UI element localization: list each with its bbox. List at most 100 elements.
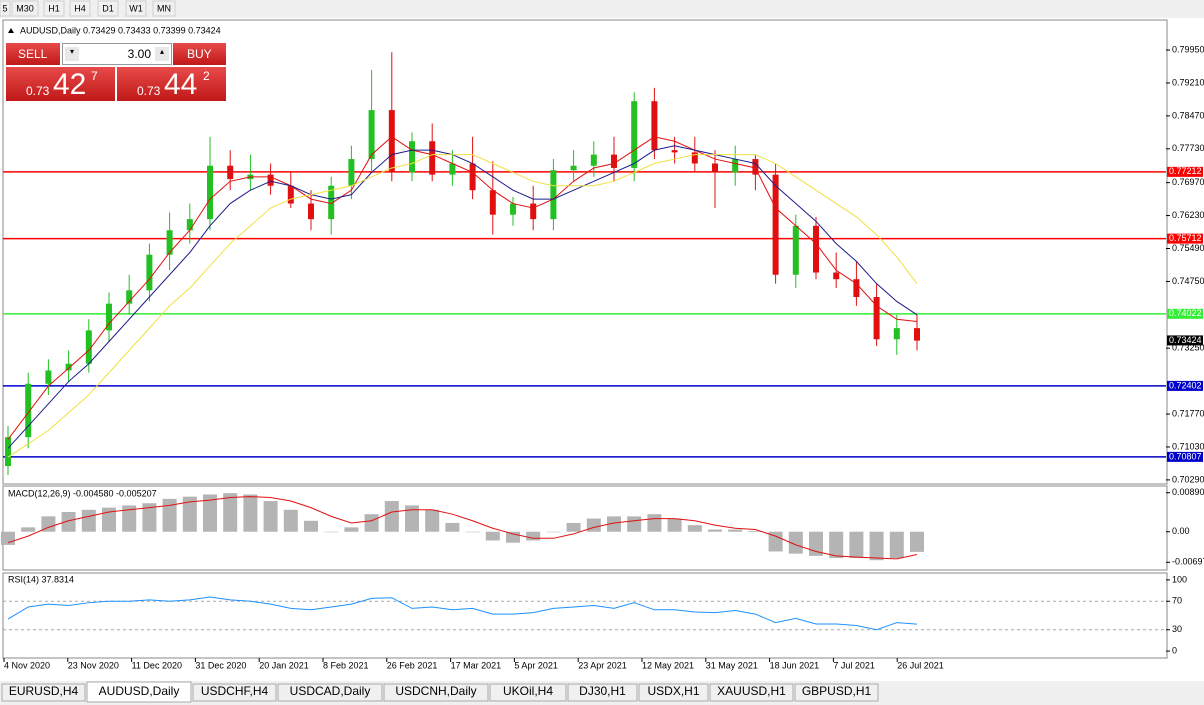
- candle-body: [570, 165, 577, 171]
- tab-label: USDCNH,Daily: [395, 684, 476, 698]
- buy-button[interactable]: BUY: [173, 43, 226, 65]
- macd-bar: [384, 501, 399, 532]
- y-tick-label: 30: [1172, 624, 1182, 634]
- x-tick-label: 11 Dec 2020: [132, 660, 182, 670]
- moving-average: [7, 145, 918, 449]
- y-tick-label: 0.70290: [1172, 474, 1204, 484]
- tab[interactable]: [489, 683, 567, 702]
- y-tick-label: 0.74750: [1172, 276, 1204, 286]
- x-tick-label: 31 Dec 2020: [195, 660, 246, 670]
- y-tick-label: 0.77730: [1172, 143, 1204, 153]
- y-tick-label: 0.71770: [1172, 408, 1204, 418]
- buy-price-pip: 2: [203, 69, 210, 83]
- candle-body: [429, 141, 436, 175]
- tab[interactable]: [1, 683, 86, 702]
- macd-bar: [122, 505, 137, 532]
- last-price-box: [1167, 335, 1203, 346]
- tab[interactable]: [86, 681, 192, 703]
- candle-body: [45, 370, 52, 384]
- tab[interactable]: [192, 683, 277, 702]
- macd-bar: [708, 529, 722, 532]
- macd-bar: [162, 498, 177, 532]
- timeframe-label: H4: [74, 3, 86, 13]
- candle-body: [893, 328, 900, 340]
- macd-bar: [768, 531, 783, 552]
- lot-up[interactable]: ▴: [155, 47, 169, 61]
- panel-title: AUDUSD,Daily 0.73429 0.73433 0.73399 0.7…: [20, 25, 221, 35]
- candle-body: [449, 163, 456, 175]
- candle-body: [388, 110, 395, 173]
- x-tick-label: 26 Feb 2021: [387, 660, 438, 670]
- candle-body: [671, 150, 678, 153]
- tab[interactable]: [383, 683, 489, 702]
- y-tick-label: 0.00890: [1172, 487, 1204, 497]
- price-label: 0.75712: [1169, 233, 1202, 243]
- moving-average: [7, 154, 918, 458]
- sell-price-pip: 7: [91, 69, 98, 83]
- lot-input[interactable]: ▾ 3.00 ▴: [62, 43, 172, 65]
- macd-bar: [304, 520, 318, 532]
- macd-panel: [2, 485, 1168, 571]
- macd-bar: [364, 514, 379, 532]
- macd-bar: [869, 531, 884, 561]
- lot-value: 3.00: [127, 47, 151, 61]
- candle-body: [267, 174, 274, 186]
- timeframe-label: D1: [102, 3, 114, 13]
- timeframe-button[interactable]: [11, 0, 39, 17]
- candle-body: [732, 159, 739, 173]
- macd-bar: [849, 531, 864, 559]
- buy-label: BUY: [187, 47, 212, 61]
- price-label: 0.77212: [1169, 166, 1202, 176]
- y-tick-label: 0.79950: [1172, 44, 1204, 54]
- y-tick-label: 70: [1172, 596, 1182, 606]
- x-tick-label: 18 Jun 2021: [770, 660, 820, 670]
- y-tick-label: 0.71030: [1172, 441, 1204, 451]
- macd-bar: [526, 531, 541, 541]
- candle-body: [691, 152, 698, 164]
- x-tick-label: 12 May 2021: [642, 660, 694, 670]
- price-label-box: [1167, 380, 1203, 391]
- lot-down[interactable]: ▾: [65, 47, 79, 61]
- tab-label: DJ30,H1: [579, 684, 626, 698]
- macd-bar: [910, 531, 924, 552]
- candle-body: [469, 163, 476, 191]
- timeframe-button[interactable]: [0, 0, 11, 17]
- timeframe-button[interactable]: [69, 0, 91, 17]
- macd-bar: [61, 511, 76, 532]
- macd-bar: [223, 493, 238, 532]
- x-tick-label: 26 Jul 2021: [897, 660, 944, 670]
- macd-bar: [324, 531, 339, 533]
- sell-price[interactable]: 0.73 42 7: [6, 67, 115, 101]
- tab-label: USDX,H1: [647, 684, 699, 698]
- tab[interactable]: [638, 683, 709, 702]
- macd-bar: [243, 494, 258, 532]
- candle-body: [813, 225, 819, 273]
- timeframe-label: M30: [16, 3, 34, 13]
- tab[interactable]: [794, 683, 879, 702]
- macd-bar: [586, 518, 601, 532]
- candle-body: [873, 296, 880, 340]
- timeframe-button[interactable]: [152, 0, 176, 17]
- timeframe-button[interactable]: [125, 0, 147, 17]
- tab[interactable]: [567, 683, 638, 702]
- timeframe-label: H1: [48, 3, 60, 13]
- buy-price[interactable]: 0.73 44 2: [117, 67, 226, 101]
- macd-bar: [566, 522, 581, 532]
- y-tick-label: 0.75490: [1172, 243, 1204, 253]
- tab[interactable]: [277, 683, 383, 702]
- timeframe-label: 5: [2, 3, 7, 13]
- macd-bar: [142, 503, 157, 532]
- timeframe-button[interactable]: [97, 0, 119, 17]
- timeframe-button[interactable]: [43, 0, 65, 17]
- price-label: 0.70807: [1169, 451, 1202, 461]
- sell-button[interactable]: SELL: [6, 43, 60, 65]
- macd-bar: [506, 531, 520, 543]
- tab[interactable]: [709, 683, 794, 702]
- price-label: 0.74022: [1169, 308, 1202, 318]
- candle-body: [5, 437, 11, 467]
- candle-body: [146, 254, 153, 291]
- macd-bar: [445, 522, 460, 532]
- macd-bar: [627, 516, 642, 532]
